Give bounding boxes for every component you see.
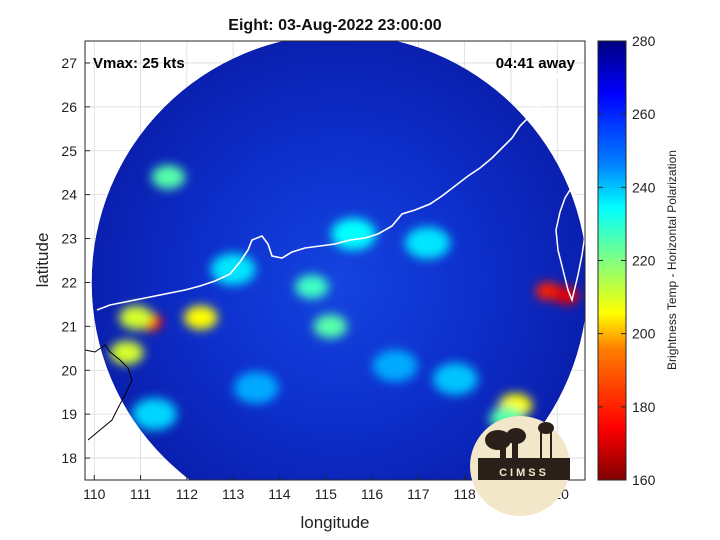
x-tick-label: 114 — [268, 486, 291, 502]
colorbar-tick-label: 180 — [632, 399, 656, 415]
colorbar-tick-label: 280 — [632, 33, 656, 49]
brightness-cell — [183, 305, 218, 330]
brightness-cell — [331, 218, 376, 251]
y-tick-label: 21 — [61, 318, 77, 334]
y-tick-label: 22 — [61, 274, 77, 290]
x-tick-label: 118 — [453, 486, 476, 502]
y-tick-label: 23 — [61, 231, 77, 247]
colorbar-tick-label: 260 — [632, 106, 656, 122]
x-tick-label: 116 — [361, 486, 384, 502]
x-tick-label: 117 — [407, 486, 430, 502]
brightness-cell — [295, 274, 329, 299]
y-tick-label: 24 — [61, 187, 77, 203]
y-tick-label: 20 — [61, 362, 77, 378]
colorbar-tick-label: 160 — [632, 472, 656, 488]
y-axis-label: latitude — [33, 233, 52, 288]
brightness-cell — [233, 371, 279, 404]
time-away-annotation: 04:41 away — [496, 55, 576, 72]
brightness-features — [109, 165, 580, 431]
y-tick-labels: 18 19 20 21 22 23 24 25 26 27 — [61, 55, 77, 466]
y-tick-label: 18 — [61, 450, 77, 466]
colorbar-label: Brightness Temp - Horizontal Polarizatio… — [665, 150, 679, 370]
brightness-cell — [109, 340, 144, 365]
chart-title: Eight: 03-Aug-2022 23:00:00 — [228, 17, 442, 34]
brightness-cell — [132, 398, 177, 431]
brightness-cell — [553, 286, 580, 305]
vmax-annotation: Vmax: 25 kts — [93, 55, 185, 72]
logo-watertower-icon — [538, 422, 554, 434]
x-tick-label: 113 — [222, 486, 245, 502]
brightness-cell — [432, 363, 478, 396]
y-tick-label: 27 — [61, 55, 77, 71]
brightness-cell — [151, 165, 186, 190]
x-tick-label: 110 — [83, 486, 106, 502]
colorbar-ticks: 160 180 200 220 240 260 280 — [598, 33, 656, 488]
colorbar-tick-label: 240 — [632, 179, 656, 195]
y-tick-label: 25 — [61, 143, 77, 159]
cimss-logo: CIMSS — [470, 416, 570, 516]
x-axis-label: longitude — [300, 513, 369, 532]
brightness-cell — [372, 349, 418, 382]
colorbar-tick-label: 220 — [632, 253, 656, 269]
coastline-taiwan — [555, 188, 585, 303]
brightness-cell — [313, 314, 348, 339]
y-tick-label: 26 — [61, 99, 77, 115]
x-tick-label: 111 — [130, 486, 151, 502]
x-tick-label: 115 — [315, 486, 338, 502]
coastline — [96, 43, 581, 311]
axes-frame — [84, 40, 586, 481]
y-tick-label: 19 — [61, 406, 77, 422]
logo-text: CIMSS — [499, 467, 549, 479]
brightness-cell — [405, 226, 450, 259]
swath-disk — [91, 41, 585, 480]
coastline-black — [85, 344, 133, 441]
colorbar-tick-label: 200 — [632, 326, 656, 342]
brightness-cell — [119, 305, 153, 330]
x-tick-label: 112 — [176, 486, 199, 502]
